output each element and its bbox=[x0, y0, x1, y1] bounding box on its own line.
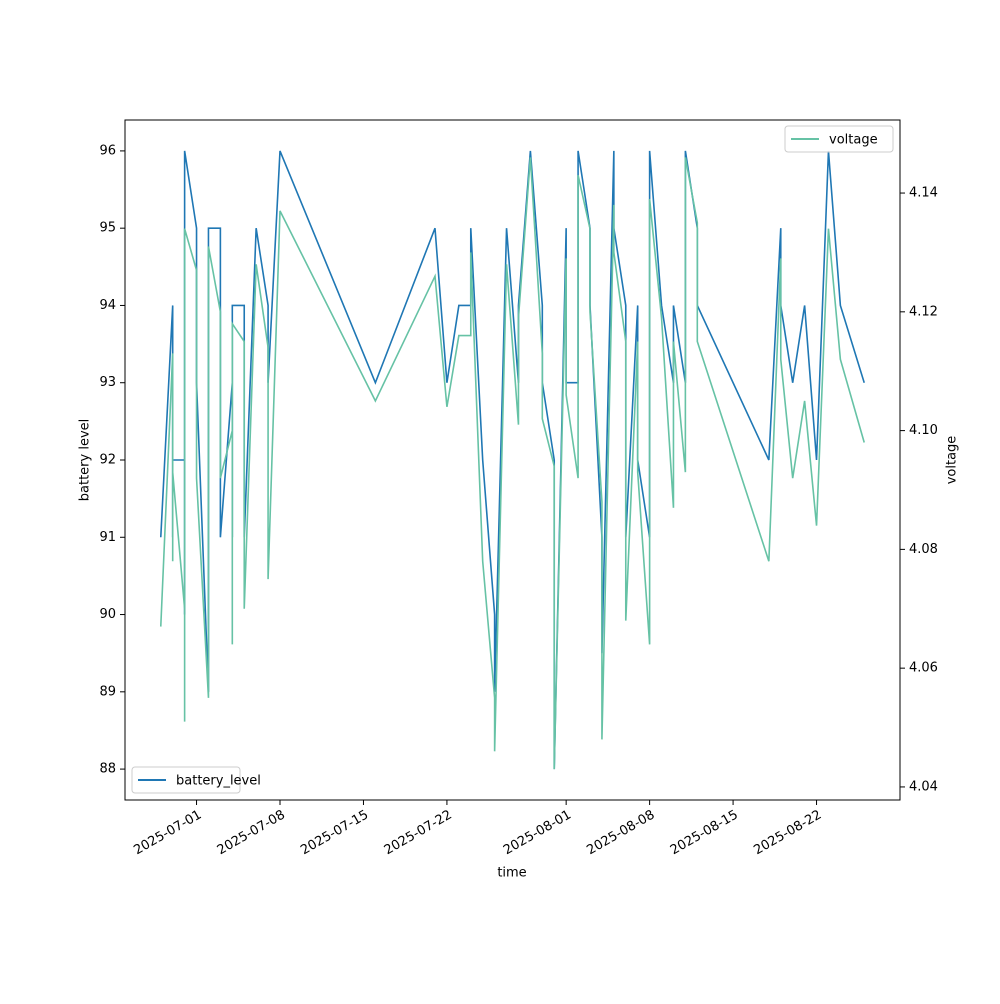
series-line bbox=[159, 150, 865, 770]
y2-axis-label: voltage bbox=[945, 436, 960, 485]
x-tick-label: 2025-07-01 bbox=[131, 808, 204, 859]
legend-label: voltage bbox=[829, 133, 878, 148]
y2-tick-label: 4.04 bbox=[909, 779, 938, 794]
y2-tick-label: 4.10 bbox=[909, 423, 938, 438]
y2-tick-label: 4.14 bbox=[909, 186, 938, 201]
y-tick-label: 96 bbox=[99, 143, 116, 158]
y2-tick-label: 4.12 bbox=[909, 304, 938, 319]
x-tick-label: 2025-07-08 bbox=[215, 808, 288, 859]
y-tick-label: 92 bbox=[99, 453, 116, 468]
y2-tick-label: 4.08 bbox=[909, 542, 938, 557]
series-line bbox=[159, 157, 865, 770]
y-tick-label: 91 bbox=[99, 530, 116, 545]
x-tick-label: 2025-08-22 bbox=[751, 808, 824, 859]
y-axis-label: battery level bbox=[78, 419, 93, 502]
x-tick-label: 2025-07-22 bbox=[382, 808, 455, 859]
x-tick-label: 2025-08-08 bbox=[584, 808, 657, 859]
y-tick-label: 93 bbox=[99, 375, 116, 390]
x-tick-label: 2025-07-15 bbox=[298, 808, 371, 859]
y-tick-label: 89 bbox=[99, 684, 116, 699]
legend-box bbox=[784, 125, 894, 153]
y-tick-label: 95 bbox=[99, 221, 116, 236]
x-tick-label: 2025-08-15 bbox=[668, 808, 741, 859]
legend-box bbox=[131, 766, 241, 794]
x-axis-label: time bbox=[497, 866, 526, 881]
y-tick-label: 94 bbox=[99, 298, 116, 313]
y-tick-label: 90 bbox=[99, 607, 116, 622]
y-tick-label: 88 bbox=[99, 762, 116, 777]
x-tick-label: 2025-08-01 bbox=[501, 808, 574, 859]
plot-frame bbox=[124, 119, 901, 801]
y2-tick-label: 4.06 bbox=[909, 661, 938, 676]
legend-label: battery_level bbox=[176, 774, 261, 789]
